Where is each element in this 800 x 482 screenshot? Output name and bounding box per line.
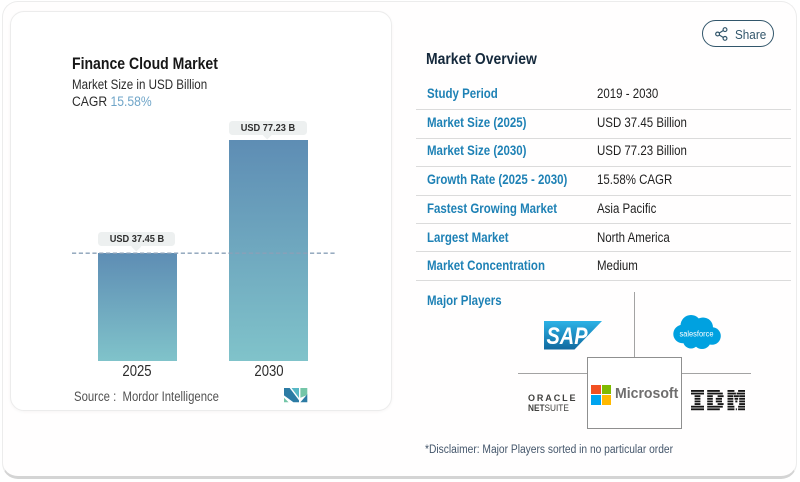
svg-text:SAP: SAP (546, 323, 588, 350)
svg-text:salesforce: salesforce (680, 330, 715, 339)
